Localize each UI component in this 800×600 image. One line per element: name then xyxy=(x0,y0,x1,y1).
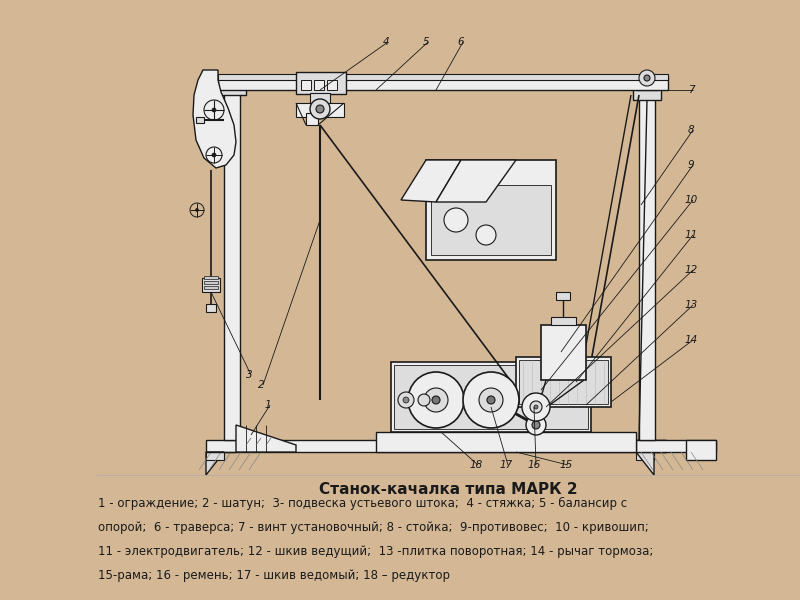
Text: 13: 13 xyxy=(684,300,698,310)
Circle shape xyxy=(522,393,550,421)
Bar xyxy=(296,103,344,117)
Circle shape xyxy=(424,388,448,412)
Bar xyxy=(541,325,586,380)
Circle shape xyxy=(479,388,503,412)
Circle shape xyxy=(212,108,216,112)
Bar xyxy=(551,317,576,325)
Bar xyxy=(218,85,246,95)
Text: 17: 17 xyxy=(499,460,513,470)
Text: 7: 7 xyxy=(688,85,694,95)
Circle shape xyxy=(310,99,330,119)
Polygon shape xyxy=(436,160,516,202)
Bar xyxy=(206,440,666,452)
Bar xyxy=(327,80,337,90)
Text: Станок-качалка типа МАРК 2: Станок-качалка типа МАРК 2 xyxy=(318,482,578,497)
Text: 15-рама; 16 - ремень; 17 - шкив ведомый; 18 – редуктор: 15-рама; 16 - ремень; 17 - шкив ведомый;… xyxy=(98,569,450,582)
Text: 9: 9 xyxy=(688,160,694,170)
Bar xyxy=(218,76,668,90)
Bar xyxy=(376,432,636,452)
Bar xyxy=(196,117,204,123)
Bar xyxy=(516,357,611,407)
Polygon shape xyxy=(206,452,224,475)
Circle shape xyxy=(644,75,650,81)
Text: 3: 3 xyxy=(246,370,252,380)
Text: 16: 16 xyxy=(527,460,541,470)
Bar xyxy=(314,80,324,90)
Bar xyxy=(310,93,330,105)
Polygon shape xyxy=(636,452,654,475)
Bar xyxy=(224,90,240,440)
Bar xyxy=(306,113,318,125)
Text: 14: 14 xyxy=(684,335,698,345)
Circle shape xyxy=(526,415,546,435)
Text: 12: 12 xyxy=(684,265,698,275)
Circle shape xyxy=(487,396,495,404)
Bar xyxy=(431,185,551,255)
Bar xyxy=(202,278,220,292)
Bar xyxy=(636,440,666,452)
Bar xyxy=(633,85,661,100)
Circle shape xyxy=(530,401,542,413)
Polygon shape xyxy=(236,425,296,452)
Text: 1: 1 xyxy=(265,400,271,410)
Bar xyxy=(218,74,668,80)
Text: 8: 8 xyxy=(688,125,694,135)
Text: 10: 10 xyxy=(684,195,698,205)
Bar xyxy=(686,440,716,460)
Circle shape xyxy=(444,208,468,232)
Circle shape xyxy=(398,392,414,408)
Text: 15: 15 xyxy=(559,460,573,470)
Bar xyxy=(426,160,556,260)
Text: опорой;  6 - траверса; 7 - винт установочный; 8 - стойка;  9-противовес;  10 - к: опорой; 6 - траверса; 7 - винт установоч… xyxy=(98,521,649,534)
Bar xyxy=(636,452,654,460)
Bar xyxy=(204,281,218,284)
Circle shape xyxy=(532,421,540,429)
Bar xyxy=(296,72,346,94)
Polygon shape xyxy=(401,160,461,202)
Bar xyxy=(636,82,658,90)
Bar xyxy=(206,304,216,312)
Circle shape xyxy=(408,372,464,428)
Text: 2: 2 xyxy=(258,380,264,390)
Circle shape xyxy=(316,105,324,113)
Circle shape xyxy=(432,396,440,404)
Bar xyxy=(301,80,311,90)
Bar xyxy=(394,365,588,429)
Bar xyxy=(639,90,655,440)
Bar xyxy=(206,452,224,460)
Text: 11: 11 xyxy=(684,230,698,240)
Text: 4: 4 xyxy=(382,37,390,47)
Text: 11 - электродвигатель; 12 - шкив ведущий;  13 -плитка поворотная; 14 - рычаг тор: 11 - электродвигатель; 12 - шкив ведущий… xyxy=(98,545,654,558)
Text: 5: 5 xyxy=(422,37,430,47)
Circle shape xyxy=(403,397,409,403)
Circle shape xyxy=(476,225,496,245)
Bar xyxy=(204,286,218,289)
Bar xyxy=(556,292,570,300)
Text: 18: 18 xyxy=(470,460,482,470)
Circle shape xyxy=(212,153,216,157)
Text: 1 - ограждение; 2 - шатун;  3- подвеска устьевого штока;  4 - стяжка; 5 - баланс: 1 - ограждение; 2 - шатун; 3- подвеска у… xyxy=(98,497,627,510)
Circle shape xyxy=(639,70,655,86)
Circle shape xyxy=(463,372,519,428)
Bar xyxy=(204,276,218,279)
Bar xyxy=(519,360,608,404)
Circle shape xyxy=(534,405,538,409)
Circle shape xyxy=(195,208,198,211)
Circle shape xyxy=(418,394,430,406)
Bar xyxy=(391,362,591,432)
Bar xyxy=(636,440,716,452)
Polygon shape xyxy=(193,70,236,168)
Text: 6: 6 xyxy=(458,37,464,47)
